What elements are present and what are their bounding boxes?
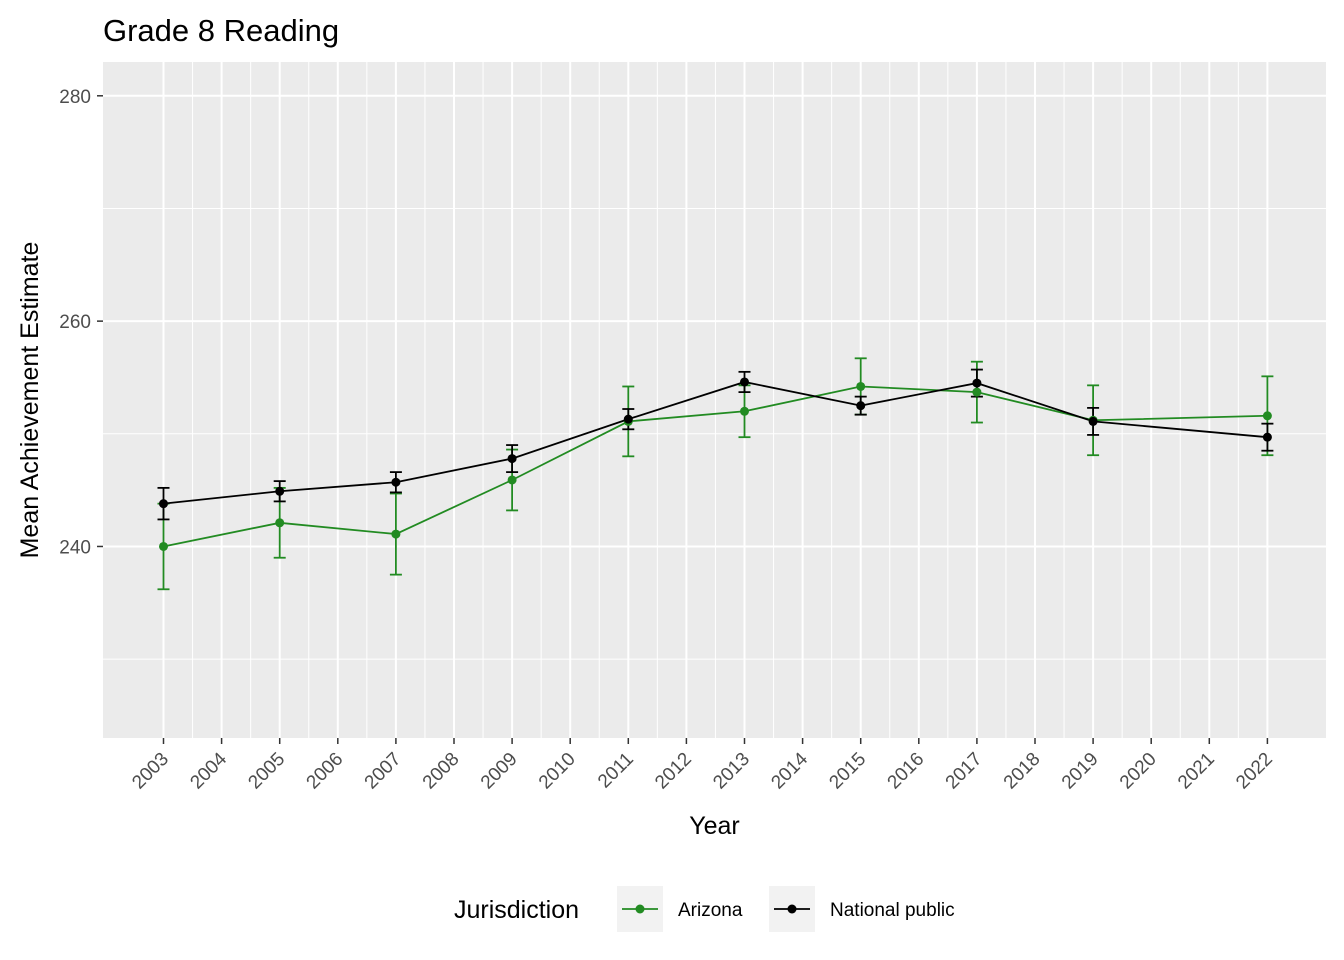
data-point-arizona	[391, 529, 401, 539]
legend-label-arizona: Arizona	[678, 900, 743, 921]
x-tick-label: 2007	[361, 749, 406, 794]
chart-title: Grade 8 Reading	[103, 13, 339, 48]
data-point-arizona	[159, 541, 168, 551]
y-tick-label: 240	[59, 537, 91, 558]
y-tick-label: 260	[59, 312, 91, 333]
data-point-national-public	[159, 499, 168, 509]
data-point-national-public	[972, 378, 982, 388]
x-tick-label: 2008	[419, 749, 464, 794]
x-tick-label: 2016	[884, 749, 929, 794]
x-tick-label: 2018	[1000, 749, 1045, 794]
data-points	[159, 377, 1272, 551]
x-tick-label: 2005	[244, 749, 289, 794]
series-lines	[163, 381, 1268, 548]
series-line-national-public	[163, 381, 1268, 505]
legend-items: Arizona National public	[617, 886, 955, 932]
x-tick-label: 2021	[1174, 749, 1219, 794]
data-point-national-public	[275, 486, 285, 496]
x-tick-label: 2011	[594, 749, 638, 793]
x-tick-label: 2019	[1058, 749, 1103, 794]
data-point-national-public	[1088, 416, 1098, 426]
x-tick-label: 2020	[1116, 749, 1161, 794]
y-tick-label: 280	[59, 87, 91, 108]
x-tick-label: 2015	[825, 749, 870, 794]
data-point-arizona	[1262, 411, 1272, 421]
legend-key-point	[635, 904, 645, 914]
data-point-national-public	[623, 414, 633, 424]
legend-key-point	[787, 904, 797, 914]
data-point-arizona	[507, 475, 517, 485]
legend: Jurisdiction Arizona National public	[454, 886, 955, 932]
x-tick-label: 2010	[535, 749, 580, 794]
x-tick-label: 2017	[942, 749, 987, 794]
data-point-arizona	[275, 518, 285, 528]
data-point-national-public	[1262, 432, 1272, 442]
x-tick-label: 2014	[767, 748, 812, 793]
x-axis: 2003 2004 2005 2006 2007 2008 2009 2010 2011 2012…	[128, 738, 1277, 793]
legend-title: Jurisdiction	[454, 896, 579, 924]
legend-item-arizona: Arizona	[617, 886, 743, 932]
data-point-national-public	[740, 377, 749, 387]
legend-item-national-public: National public	[769, 886, 955, 932]
y-axis: 240 260 280	[59, 87, 103, 558]
x-tick-label: 2006	[303, 749, 348, 794]
series-line-arizona	[163, 385, 1268, 548]
data-point-arizona	[972, 387, 982, 397]
x-tick-label: 2013	[709, 749, 754, 794]
x-tick-label: 2004	[186, 748, 231, 793]
data-point-national-public	[507, 454, 517, 464]
data-point-national-public	[391, 477, 401, 487]
plot-panel	[103, 62, 1326, 738]
legend-label-national-public: National public	[830, 900, 955, 921]
data-point-arizona	[740, 406, 749, 416]
x-tick-label: 2003	[128, 749, 173, 794]
data-point-arizona	[856, 381, 866, 391]
data-point-national-public	[856, 401, 866, 411]
x-axis-title: Year	[689, 812, 740, 840]
x-tick-label: 2012	[651, 749, 696, 794]
grid-layer	[103, 62, 1326, 738]
x-tick-label: 2009	[477, 749, 522, 794]
y-axis-title: Mean Achievement Estimate	[16, 242, 44, 559]
x-tick-label: 2022	[1232, 749, 1277, 794]
